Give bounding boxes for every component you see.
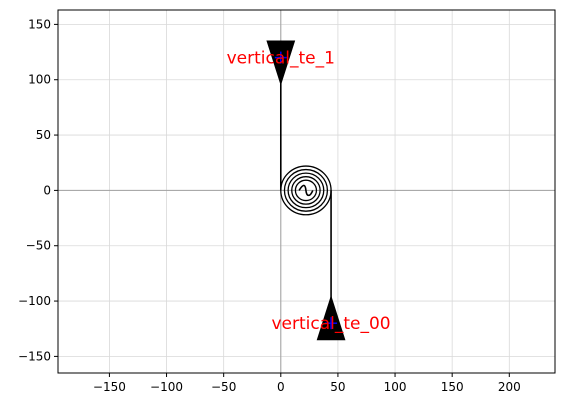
spiral-ring: [280, 165, 332, 216]
y-tick-label: −150: [18, 349, 51, 363]
y-tick-label: 150: [28, 17, 51, 31]
spiral-ring: [291, 176, 321, 205]
x-tick-label: 0: [277, 380, 285, 394]
y-tick-label: 50: [36, 128, 51, 142]
port-labels: vertical_te_1 vertical_te_00: [227, 49, 391, 335]
plot-frame: [57, 9, 556, 374]
y-tick-label: 0: [43, 183, 51, 197]
spiral-ring: [287, 172, 325, 209]
y-tick-label: −100: [18, 294, 51, 308]
x-tick-label: 200: [498, 380, 521, 394]
x-tick-label: 150: [441, 380, 464, 394]
x-tick-label: 50: [330, 380, 345, 394]
x-tick-label: −150: [93, 380, 126, 394]
x-tick-label: 100: [384, 380, 407, 394]
x-tick-label: −50: [211, 380, 236, 394]
spiral-ring: [283, 168, 329, 212]
spiral-ring: [294, 179, 318, 202]
port-label: vertical_te_00: [271, 314, 390, 334]
y-tick-label: −50: [26, 239, 51, 253]
port-label: vertical_te_1: [227, 49, 335, 69]
port-markers: [274, 51, 338, 330]
x-tick-label: −100: [150, 380, 183, 394]
y-axis-ticks: −150 −100 −50 0 50 100 150: [18, 17, 58, 363]
x-axis-ticks: −150 −100 −50 0 50 100 150 200: [93, 373, 521, 394]
spiral-s-bend: [298, 184, 314, 197]
y-tick-label: 100: [28, 73, 51, 87]
